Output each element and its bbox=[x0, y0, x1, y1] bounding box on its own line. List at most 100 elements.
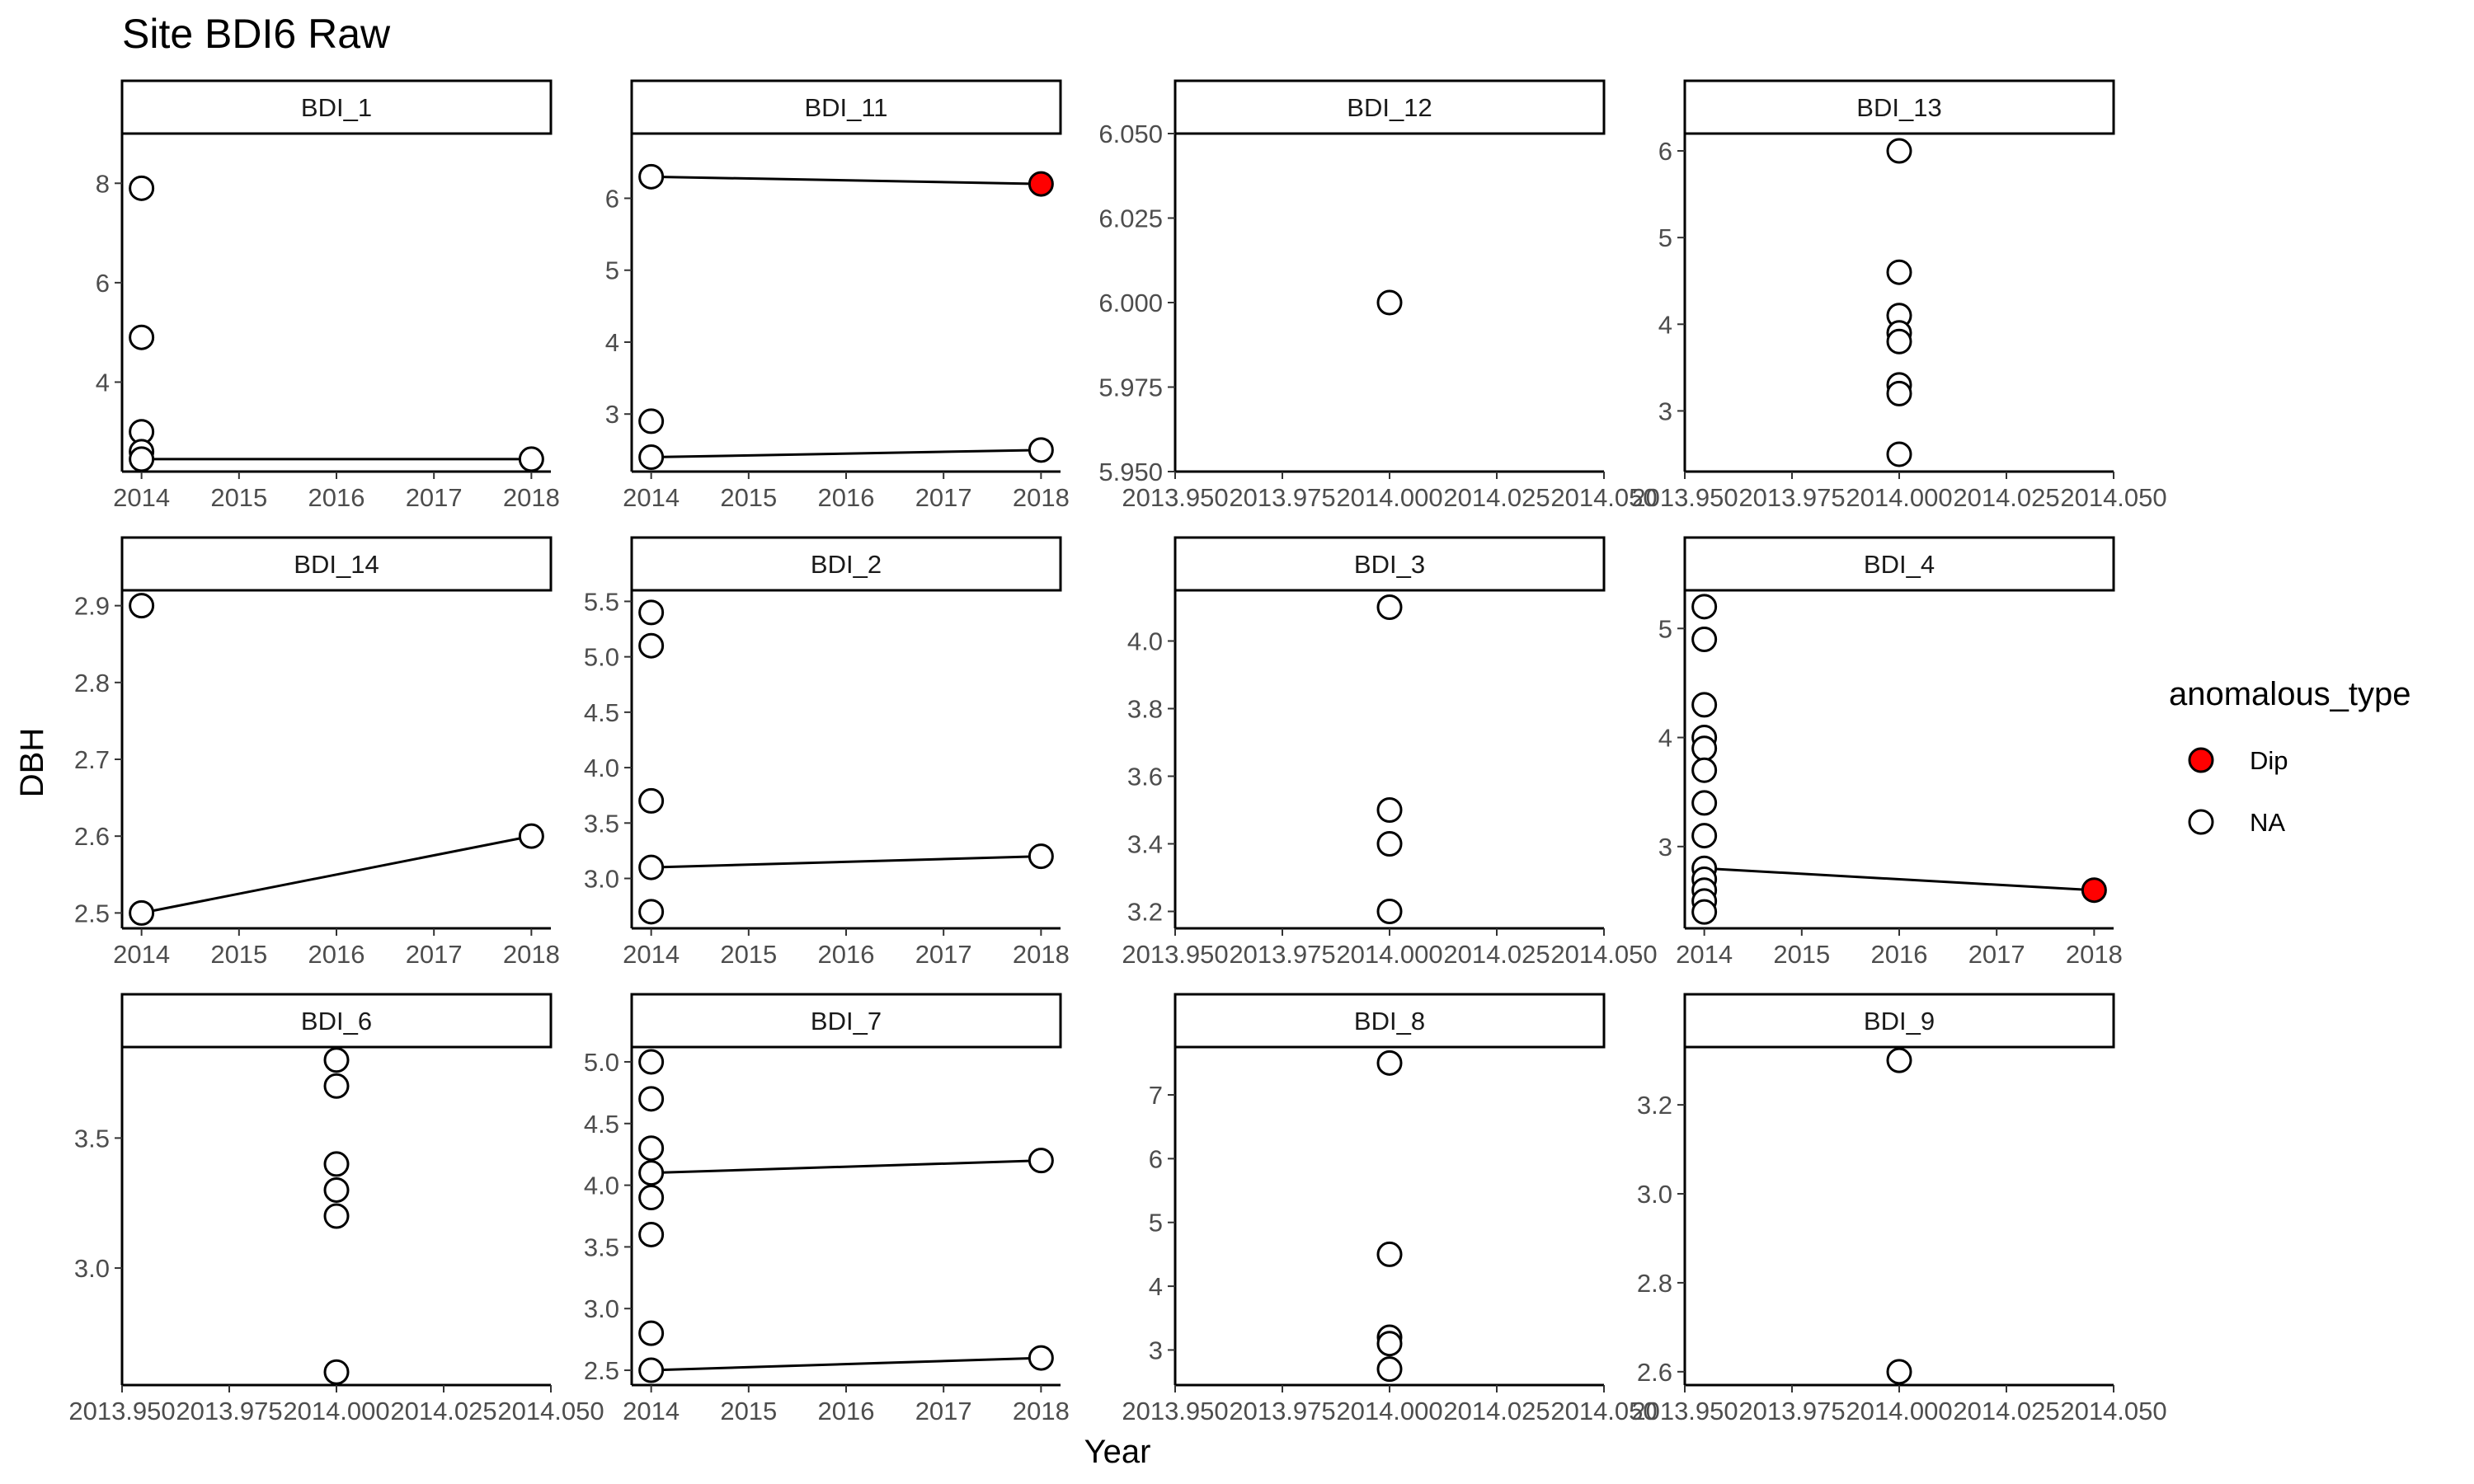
data-point bbox=[638, 408, 665, 434]
data-point bbox=[1886, 1047, 1912, 1073]
x-tick-label: 2013.975 bbox=[176, 1397, 282, 1425]
x-tick-label: 2013.950 bbox=[1631, 1397, 1738, 1425]
y-tick-label: 4 bbox=[605, 328, 619, 357]
data-point bbox=[1691, 790, 1718, 816]
x-tick-label: 2014.025 bbox=[1443, 483, 1550, 512]
x-tick-label: 2014.050 bbox=[1550, 483, 1657, 512]
x-tick-label: 2014.000 bbox=[283, 1397, 389, 1425]
legend-key bbox=[2188, 747, 2214, 773]
data-point bbox=[1376, 831, 1403, 857]
data-point bbox=[638, 163, 665, 190]
y-tick-label: 3.5 bbox=[74, 1124, 110, 1153]
x-tick-label: 2017 bbox=[915, 1397, 972, 1425]
facet-strip-label: BDI_13 bbox=[1856, 93, 1941, 122]
data-point bbox=[323, 1359, 350, 1385]
data-point bbox=[129, 324, 155, 350]
x-tick-label: 2018 bbox=[503, 483, 560, 512]
x-tick-label: 2014.050 bbox=[2060, 1397, 2166, 1425]
y-tick-label: 2.5 bbox=[584, 1356, 619, 1385]
data-point bbox=[638, 1185, 665, 1211]
data-point bbox=[638, 444, 665, 471]
series-line bbox=[651, 1356, 1042, 1372]
y-tick-label: 6.000 bbox=[1098, 289, 1163, 317]
data-point bbox=[323, 1203, 350, 1229]
data-point bbox=[1376, 289, 1403, 316]
facet-strip bbox=[1174, 993, 1606, 1049]
y-tick-label: 7 bbox=[1149, 1081, 1163, 1110]
y-tick-label: 4 bbox=[96, 368, 110, 397]
series-line bbox=[651, 1159, 1042, 1175]
data-point bbox=[323, 1047, 350, 1073]
data-point bbox=[1886, 259, 1912, 285]
y-axis-title: DBH bbox=[14, 728, 50, 797]
y-tick-label: 2.7 bbox=[74, 745, 110, 774]
x-tick-label: 2016 bbox=[818, 1397, 875, 1425]
series-line bbox=[141, 834, 532, 914]
x-tick-label: 2014 bbox=[1676, 940, 1733, 969]
y-tick-label: 3 bbox=[1658, 397, 1672, 425]
data-point bbox=[129, 593, 155, 619]
x-tick-label: 2014.050 bbox=[2060, 483, 2166, 512]
data-point bbox=[638, 1049, 665, 1075]
x-tick-label: 2015 bbox=[720, 483, 777, 512]
facet-strip-label: BDI_3 bbox=[1354, 550, 1425, 579]
x-tick-label: 2017 bbox=[1968, 940, 2025, 969]
facet-panel: BDI_13 2013.950 2013.975 2014.000 2014.025 20… bbox=[1631, 79, 2167, 512]
data-point bbox=[1376, 797, 1403, 823]
x-tick-label: 2015 bbox=[210, 483, 267, 512]
data-point bbox=[129, 446, 155, 472]
x-tick-label: 2013.975 bbox=[1738, 1397, 1845, 1425]
x-tick-label: 2016 bbox=[818, 940, 875, 969]
y-tick-label: 5 bbox=[1658, 223, 1672, 252]
facet-panel: BDI_7 2014 2015 2016 2017 2018 2.5 3.0 3.5 4.0 4.5… bbox=[584, 993, 1070, 1425]
y-tick-label: 3.5 bbox=[584, 809, 619, 838]
x-tick-label: 2018 bbox=[2066, 940, 2123, 969]
facet-panel: BDI_12 2013.950 2013.975 2014.000 2014.025 20… bbox=[1098, 79, 1658, 512]
data-point bbox=[638, 1320, 665, 1346]
x-tick-label: 2014.025 bbox=[1953, 483, 2059, 512]
data-point bbox=[1028, 1148, 1054, 1174]
series-line bbox=[1704, 866, 2095, 892]
data-point bbox=[638, 1086, 665, 1112]
x-tick-label: 2014 bbox=[113, 940, 170, 969]
x-tick-label: 2013.975 bbox=[1229, 1397, 1335, 1425]
y-tick-label: 3.4 bbox=[1127, 830, 1163, 859]
y-tick-label: 3.2 bbox=[1127, 898, 1163, 927]
facet-strip-label: BDI_4 bbox=[1864, 550, 1935, 579]
data-point bbox=[1691, 627, 1718, 653]
x-tick-label: 2018 bbox=[1013, 1397, 1070, 1425]
y-tick-label: 5.975 bbox=[1098, 373, 1163, 402]
facet-strip bbox=[120, 993, 553, 1049]
legend-title: anomalous_type bbox=[2169, 676, 2411, 712]
data-point bbox=[2081, 877, 2107, 904]
facet-strip bbox=[630, 993, 1062, 1049]
y-tick-label: 3 bbox=[1149, 1336, 1163, 1364]
data-point bbox=[323, 1151, 350, 1177]
y-tick-label: 3 bbox=[605, 400, 619, 429]
x-tick-label: 2013.950 bbox=[1122, 940, 1228, 969]
y-tick-label: 2.8 bbox=[1637, 1269, 1672, 1298]
y-tick-label: 2.6 bbox=[74, 822, 110, 851]
data-point bbox=[1376, 1356, 1403, 1383]
data-point bbox=[1028, 437, 1054, 463]
x-tick-label: 2014.050 bbox=[497, 1397, 604, 1425]
data-point bbox=[1886, 138, 1912, 164]
y-tick-label: 4 bbox=[1658, 310, 1672, 339]
data-point bbox=[638, 1221, 665, 1247]
legend-entries: Dip NA bbox=[2188, 746, 2288, 837]
data-point bbox=[1691, 735, 1718, 762]
x-tick-label: 2014.025 bbox=[1953, 1397, 2059, 1425]
y-tick-label: 6 bbox=[1658, 137, 1672, 166]
data-point bbox=[1376, 1331, 1403, 1357]
data-point bbox=[638, 854, 665, 881]
legend: anomalous_type Dip NA bbox=[2169, 676, 2411, 837]
data-point bbox=[638, 1135, 665, 1162]
y-tick-label: 3.0 bbox=[584, 865, 619, 894]
y-tick-label: 3.0 bbox=[74, 1254, 110, 1283]
facet-strip-label: BDI_14 bbox=[294, 550, 379, 579]
y-tick-label: 6 bbox=[96, 269, 110, 298]
facet-strip bbox=[630, 79, 1062, 135]
x-tick-label: 2017 bbox=[406, 940, 463, 969]
x-tick-label: 2016 bbox=[308, 483, 365, 512]
